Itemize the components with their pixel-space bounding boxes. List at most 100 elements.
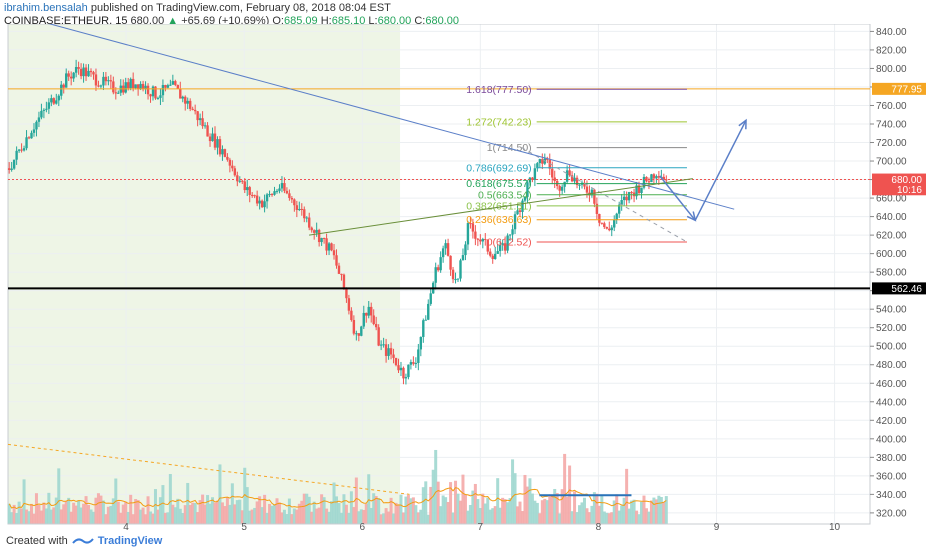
- candle-body: [189, 100, 192, 109]
- volume-bar: [191, 502, 195, 524]
- volume-bar: [87, 504, 91, 524]
- volume-ma-line: [8, 487, 667, 510]
- volume-bar: [543, 498, 547, 524]
- volume-bar: [473, 483, 477, 524]
- volume-bar: [10, 512, 14, 524]
- author-link[interactable]: ibrahim.bensalah: [4, 2, 88, 14]
- candle-body: [620, 200, 623, 205]
- x-tick-label: 7: [478, 522, 484, 532]
- volume-bar: [258, 496, 262, 524]
- volume-bar: [419, 509, 423, 524]
- volume-bar: [253, 507, 257, 524]
- y-tick-label: 400.00: [876, 434, 907, 445]
- volume-bar: [287, 498, 291, 524]
- candle-body: [605, 227, 608, 229]
- volume-bar: [124, 501, 128, 524]
- candle-body: [107, 80, 110, 82]
- candle-body: [370, 306, 373, 316]
- volume-bar: [540, 500, 544, 524]
- volume-bar: [530, 493, 534, 524]
- candle-body: [622, 196, 626, 201]
- candle-body: [454, 279, 457, 281]
- volume-bar: [32, 513, 36, 524]
- volume-bar: [496, 478, 500, 524]
- candle-body: [429, 293, 432, 304]
- candle-body: [392, 354, 395, 358]
- volume-bar: [384, 508, 388, 524]
- volume-bar: [563, 453, 567, 524]
- volume-bar: [282, 509, 286, 524]
- volume-bar: [414, 505, 418, 524]
- volume-bar: [605, 512, 609, 524]
- candle-body: [501, 243, 504, 245]
- volume-bar: [446, 502, 450, 524]
- volume-bar: [632, 499, 636, 524]
- volume-bar: [109, 505, 113, 524]
- volume-bar: [441, 495, 445, 524]
- candle-body: [382, 344, 385, 346]
- tradingview-brand[interactable]: TradingView: [71, 535, 163, 547]
- y-tick-label: 720.00: [876, 138, 907, 149]
- candle-body: [117, 92, 120, 94]
- volume-bar: [627, 508, 631, 524]
- candle-body: [456, 278, 460, 280]
- volume-bar: [186, 482, 190, 524]
- candle-body: [312, 230, 316, 233]
- candle-body: [367, 306, 370, 316]
- candle-body: [546, 158, 549, 160]
- volume-bar: [151, 513, 155, 524]
- volume-bar: [89, 509, 93, 524]
- candle-body: [260, 200, 264, 208]
- volume-bar: [513, 473, 517, 524]
- volume-bar: [34, 493, 38, 524]
- publish-line: ibrahim.bensalah published on TradingVie…: [4, 2, 459, 15]
- volume-bar: [382, 513, 386, 524]
- candle-body: [211, 133, 214, 142]
- candle-body: [79, 68, 83, 77]
- candle-body: [365, 312, 368, 316]
- volume-bar: [387, 511, 391, 524]
- volume-bar: [587, 512, 591, 524]
- candle-body: [394, 357, 398, 366]
- candle-body: [451, 269, 455, 280]
- candle-body: [144, 85, 147, 90]
- volume-bar: [62, 504, 66, 524]
- volume-bar: [421, 487, 425, 524]
- volume-bar: [478, 507, 482, 524]
- price-chart[interactable]: 1.618(777.50)1.272(742.23)1(714.50)0.786…: [0, 24, 932, 532]
- candle-body: [461, 255, 465, 261]
- candle-body: [290, 197, 294, 200]
- volume-bar: [444, 497, 448, 524]
- candle-body: [20, 149, 23, 151]
- price-label-680.00: 680.00: [891, 175, 922, 186]
- volume-bar: [335, 496, 339, 524]
- volume-bar: [96, 493, 100, 524]
- y-tick-label: 540.00: [876, 305, 907, 316]
- volume-bar: [126, 511, 130, 524]
- candle-body: [441, 248, 445, 258]
- volume-bar: [218, 464, 222, 524]
- candle-body: [32, 129, 36, 133]
- volume-bar: [471, 490, 475, 524]
- volume-bar: [374, 496, 378, 524]
- footer: Created with TradingView: [6, 533, 162, 549]
- fib-label: 0.618(675.57): [466, 178, 531, 190]
- volume-bar: [439, 506, 443, 524]
- volume-bar: [528, 478, 532, 524]
- volume-bar: [22, 479, 26, 524]
- volume-bar: [119, 512, 123, 524]
- candle-body: [610, 227, 613, 231]
- candle-body: [568, 170, 571, 176]
- candle-body: [494, 253, 497, 260]
- candle-body: [498, 244, 502, 252]
- candle-body: [77, 67, 80, 69]
- candle-body: [310, 227, 313, 231]
- volume-bar: [193, 503, 197, 524]
- volume-bar: [367, 474, 371, 524]
- brand-label: TradingView: [97, 535, 163, 547]
- candle-body: [645, 176, 648, 182]
- candle-body: [305, 217, 308, 219]
- candle-body: [136, 84, 140, 89]
- volume-bar: [280, 512, 284, 524]
- candle-body: [169, 84, 172, 86]
